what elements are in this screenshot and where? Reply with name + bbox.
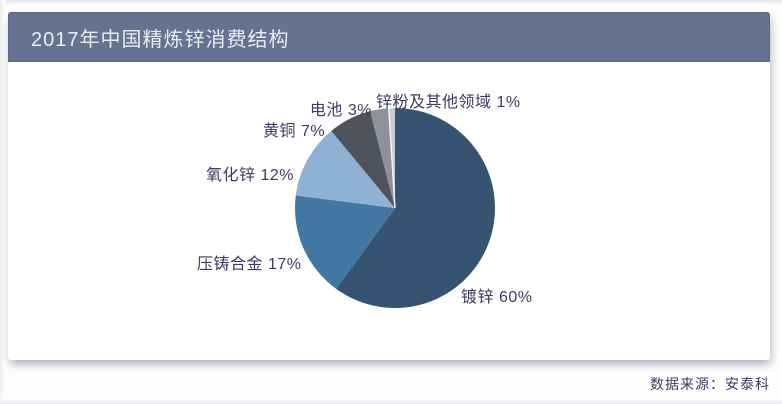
- chart-card: 2017年中国精炼锌消费结构: [8, 12, 770, 360]
- chart-title: 2017年中国精炼锌消费结构: [31, 28, 290, 51]
- page-top-edge: [0, 0, 782, 5]
- page-left-edge: [0, 0, 5, 404]
- chart-title-bar: 2017年中国精炼锌消费结构: [8, 12, 770, 62]
- page-bottom-edge: [0, 399, 782, 404]
- pie-label: 锌粉及其他领域 1%: [376, 94, 521, 111]
- pie-label: 电池 3%: [309, 102, 372, 119]
- pie-label: 氧化锌 12%: [206, 167, 294, 184]
- pie-label: 黄铜 7%: [263, 123, 326, 140]
- pie-label: 镀锌 60%: [461, 289, 533, 306]
- data-source-text: 数据来源：安泰科: [650, 376, 770, 392]
- pie-label: 压铸合金 17%: [197, 256, 302, 273]
